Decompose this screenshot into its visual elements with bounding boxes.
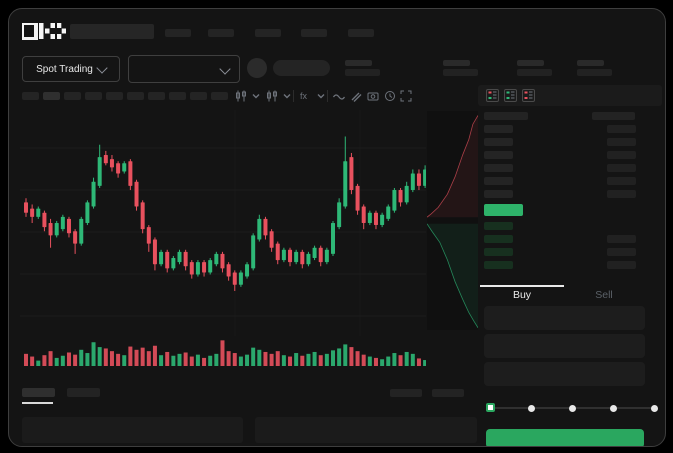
stat-value-placeholder: [345, 69, 380, 76]
app-window: Spot Trading: [8, 8, 666, 447]
chevron-down-icon: [219, 63, 231, 75]
slider-stop-dot[interactable]: [651, 405, 658, 412]
bid-size-placeholder: [607, 248, 636, 256]
bottom-panel-left: [22, 417, 243, 443]
candlestick-chart[interactable]: [20, 110, 426, 336]
volume-chart: [24, 340, 426, 366]
ask-size-placeholder: [607, 151, 636, 159]
nav-item-placeholder[interactable]: [348, 29, 374, 37]
slider-stop-dot[interactable]: [528, 405, 535, 412]
line-wave-icon[interactable]: [333, 90, 345, 102]
ask-size-placeholder: [607, 164, 636, 172]
orderbook-toolbar: [478, 85, 662, 106]
chart-bottom-right-placeholder[interactable]: [432, 389, 464, 397]
chart-bottom-right-placeholder[interactable]: [390, 389, 422, 397]
compare-candle-icon[interactable]: [266, 90, 278, 102]
okx-logo[interactable]: [22, 23, 66, 40]
toolbar-separator: [293, 90, 294, 102]
toolbar-separator: [327, 90, 328, 102]
order-input-placeholder[interactable]: [484, 334, 645, 358]
timeframe-button[interactable]: [148, 92, 165, 100]
timeframe-button[interactable]: [211, 92, 228, 100]
expand-icon[interactable]: [400, 90, 412, 102]
header-search-placeholder[interactable]: [70, 24, 154, 39]
timeframe-button[interactable]: [127, 92, 144, 100]
market-type-label: Spot Trading: [36, 63, 93, 75]
book-bids-icon[interactable]: [504, 89, 517, 102]
ask-price-placeholder[interactable]: [484, 177, 513, 185]
ask-size-placeholder: [607, 190, 636, 198]
timeframe-button[interactable]: [85, 92, 102, 100]
stat-label-placeholder: [517, 60, 544, 66]
slider-stop-dot[interactable]: [569, 405, 576, 412]
market-type-dropdown[interactable]: Spot Trading: [22, 56, 120, 82]
timeframe-button[interactable]: [43, 92, 60, 100]
bid-price-placeholder[interactable]: [484, 261, 513, 269]
stat-value-placeholder: [443, 69, 478, 76]
bid-price-placeholder[interactable]: [484, 248, 513, 256]
timeframe-button[interactable]: [106, 92, 123, 100]
orderbook-header-left-placeholder: [484, 112, 528, 120]
slider-stop-dot[interactable]: [610, 405, 617, 412]
slider-handle[interactable]: [486, 403, 495, 412]
timeframe-button[interactable]: [169, 92, 186, 100]
bid-size-placeholder: [607, 261, 636, 269]
chevron-down-icon: [96, 61, 108, 74]
pair-name-placeholder: [273, 60, 330, 76]
chart-bottom-tab-active[interactable]: [22, 388, 55, 397]
order-input-placeholder[interactable]: [484, 362, 645, 386]
clock-icon[interactable]: [384, 90, 396, 102]
last-price-bar[interactable]: [484, 204, 523, 216]
stat-value-placeholder: [577, 69, 612, 76]
svg-text:fx: fx: [300, 91, 308, 101]
ask-price-placeholder[interactable]: [484, 125, 513, 133]
ask-price-placeholder[interactable]: [484, 190, 513, 198]
timeframe-button[interactable]: [22, 92, 39, 100]
pair-coin-avatar: [247, 58, 267, 78]
ask-size-placeholder: [607, 177, 636, 185]
chevron-down-icon[interactable]: [281, 90, 293, 102]
indicators-fx-icon[interactable]: fx: [299, 90, 311, 102]
camera-icon[interactable]: [367, 90, 379, 102]
bid-price-placeholder[interactable]: [484, 235, 513, 243]
stat-label-placeholder: [443, 60, 470, 66]
chart-bottom-tab[interactable]: [67, 388, 100, 397]
ask-price-placeholder[interactable]: [484, 138, 513, 146]
tab-buy[interactable]: Buy: [512, 289, 532, 301]
depth-overlay-chart: [427, 111, 478, 330]
book-asks-icon[interactable]: [522, 89, 535, 102]
stat-label-placeholder: [345, 60, 372, 66]
buy-tab-indicator: [480, 285, 564, 287]
ask-size-placeholder: [607, 125, 636, 133]
timeframe-button[interactable]: [190, 92, 207, 100]
active-tab-underline: [22, 402, 53, 404]
order-input-placeholder[interactable]: [484, 306, 645, 330]
nav-item-placeholder[interactable]: [165, 29, 191, 37]
stat-label-placeholder: [577, 60, 604, 66]
timeframe-button[interactable]: [64, 92, 81, 100]
stat-value-placeholder: [517, 69, 552, 76]
chevron-down-icon[interactable]: [250, 90, 262, 102]
ask-size-placeholder: [607, 138, 636, 146]
bid-size-placeholder: [607, 235, 636, 243]
tab-sell[interactable]: Sell: [595, 289, 613, 301]
book-both-icon[interactable]: [486, 89, 499, 102]
nav-item-placeholder[interactable]: [208, 29, 234, 37]
orderbook-header-right-placeholder: [592, 112, 635, 120]
draw-pencil-icon[interactable]: [350, 90, 362, 102]
ask-price-placeholder[interactable]: [484, 151, 513, 159]
buy-submit-button[interactable]: [486, 429, 644, 446]
candle-style-icon[interactable]: [235, 90, 247, 102]
chevron-down-icon[interactable]: [315, 90, 327, 102]
bottom-panel-right: [255, 417, 477, 443]
bid-price-placeholder[interactable]: [484, 222, 513, 230]
pair-selector-dropdown[interactable]: [128, 55, 240, 83]
nav-item-placeholder[interactable]: [301, 29, 327, 37]
ask-price-placeholder[interactable]: [484, 164, 513, 172]
nav-item-placeholder[interactable]: [255, 29, 281, 37]
